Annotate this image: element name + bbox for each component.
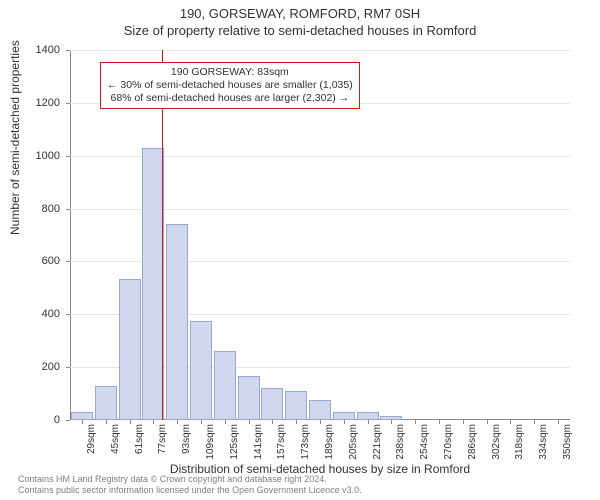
annotation-box: 190 GORSEWAY: 83sqm← 30% of semi-detache… <box>100 62 360 109</box>
ytick-mark <box>66 209 70 210</box>
ytick-mark <box>66 103 70 104</box>
xtick-mark <box>510 420 511 424</box>
histogram-bar <box>261 388 283 420</box>
histogram-bar <box>238 376 260 420</box>
histogram-bar <box>285 391 307 420</box>
annotation-line-1: 190 GORSEWAY: 83sqm <box>107 66 353 79</box>
histogram-bar <box>190 321 212 420</box>
ytick-label: 1000 <box>10 150 60 162</box>
xtick-mark <box>391 420 392 424</box>
subtitle: Size of property relative to semi-detach… <box>0 23 600 40</box>
xtick-mark <box>130 420 131 424</box>
attribution-line-2: Contains public sector information licen… <box>18 485 362 496</box>
histogram-bar <box>357 412 379 420</box>
histogram-bar <box>119 279 141 420</box>
xtick-mark <box>558 420 559 424</box>
histogram-bar <box>142 148 164 420</box>
ytick-mark <box>66 156 70 157</box>
attribution-line-1: Contains HM Land Registry data © Crown c… <box>18 474 362 485</box>
xtick-mark <box>463 420 464 424</box>
annotation-line-2: ← 30% of semi-detached houses are smalle… <box>107 79 353 92</box>
plot-region: 020040060080010001200140029sqm45sqm61sqm… <box>70 50 570 420</box>
xtick-mark <box>534 420 535 424</box>
gridline <box>70 50 570 51</box>
page: 190, GORSEWAY, ROMFORD, RM7 0SH Size of … <box>0 0 600 500</box>
ytick-label: 200 <box>10 361 60 373</box>
xtick-mark <box>487 420 488 424</box>
ytick-mark <box>66 314 70 315</box>
xtick-mark <box>368 420 369 424</box>
address-title: 190, GORSEWAY, ROMFORD, RM7 0SH <box>0 6 600 23</box>
xtick-mark <box>296 420 297 424</box>
xtick-mark <box>272 420 273 424</box>
annotation-line-3: 68% of semi-detached houses are larger (… <box>107 92 353 105</box>
xtick-mark <box>344 420 345 424</box>
ytick-label: 1400 <box>10 44 60 56</box>
xtick-mark <box>320 420 321 424</box>
histogram-bar <box>71 412 93 420</box>
ytick-label: 800 <box>10 203 60 215</box>
chart-area: 020040060080010001200140029sqm45sqm61sqm… <box>70 50 570 420</box>
xtick-mark <box>201 420 202 424</box>
xtick-mark <box>415 420 416 424</box>
ytick-mark <box>66 420 70 421</box>
xtick-mark <box>225 420 226 424</box>
ytick-label: 400 <box>10 308 60 320</box>
ytick-label: 600 <box>10 255 60 267</box>
ytick-mark <box>66 50 70 51</box>
ytick-mark <box>66 367 70 368</box>
xtick-mark <box>153 420 154 424</box>
xtick-mark <box>82 420 83 424</box>
attribution: Contains HM Land Registry data © Crown c… <box>18 474 362 496</box>
histogram-bar <box>309 400 331 420</box>
histogram-bar <box>333 412 355 420</box>
xtick-mark <box>249 420 250 424</box>
title-group: 190, GORSEWAY, ROMFORD, RM7 0SH Size of … <box>0 0 600 40</box>
histogram-bar <box>95 386 117 420</box>
ytick-mark <box>66 261 70 262</box>
histogram-bar <box>214 351 236 420</box>
ytick-label: 1200 <box>10 97 60 109</box>
xtick-mark <box>177 420 178 424</box>
histogram-bar <box>166 224 188 420</box>
ytick-label: 0 <box>10 414 60 426</box>
xtick-mark <box>439 420 440 424</box>
xtick-mark <box>106 420 107 424</box>
